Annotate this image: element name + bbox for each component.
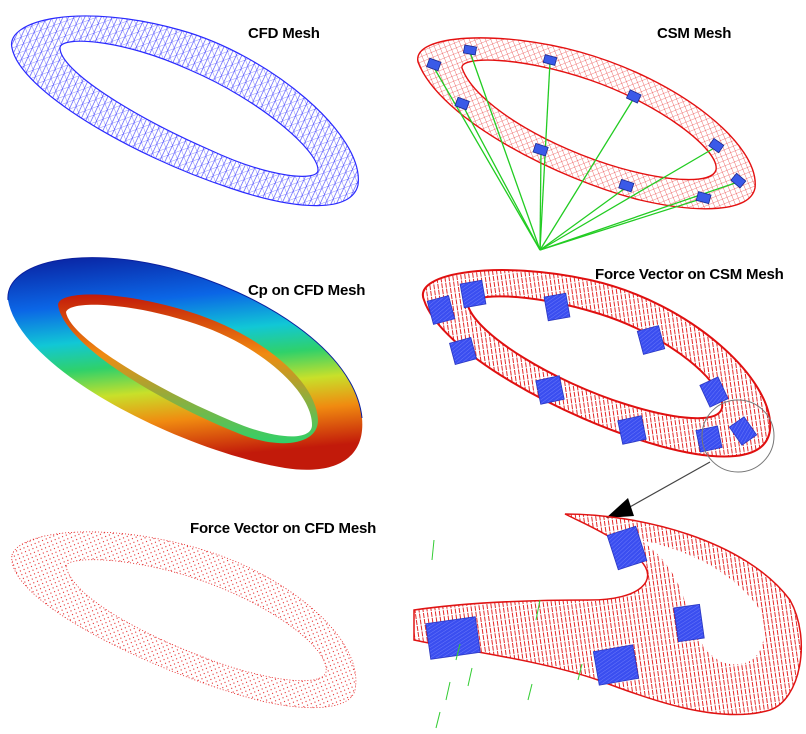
force-cfd-torus: [11, 531, 357, 709]
zoom-circle: [701, 399, 775, 473]
force-csm-torus: [421, 269, 775, 518]
cp-cfd-torus: [7, 257, 363, 470]
zoom-beam-blocks: [425, 525, 705, 686]
force-csm-beam-blocks: [426, 279, 758, 453]
csm-mesh-label: CSM Mesh: [657, 25, 732, 42]
zoom-arrow-line: [627, 461, 711, 509]
zoom-detail: [413, 513, 803, 729]
csm-mesh-torus: [417, 37, 756, 251]
cfd-mesh-torus: [11, 15, 359, 207]
zoom-green-arrows: [431, 539, 583, 729]
zoom-arrow-head: [606, 498, 634, 518]
csm-support-cables: [432, 51, 739, 251]
force-csm-label: Force Vector on CSM Mesh: [595, 266, 784, 283]
csm-beam-blocks: [426, 44, 747, 205]
cp-cfd-label: Cp on CFD Mesh: [248, 282, 366, 299]
force-cfd-label: Force Vector on CFD Mesh: [190, 520, 377, 537]
cfd-mesh-label: CFD Mesh: [248, 25, 320, 42]
